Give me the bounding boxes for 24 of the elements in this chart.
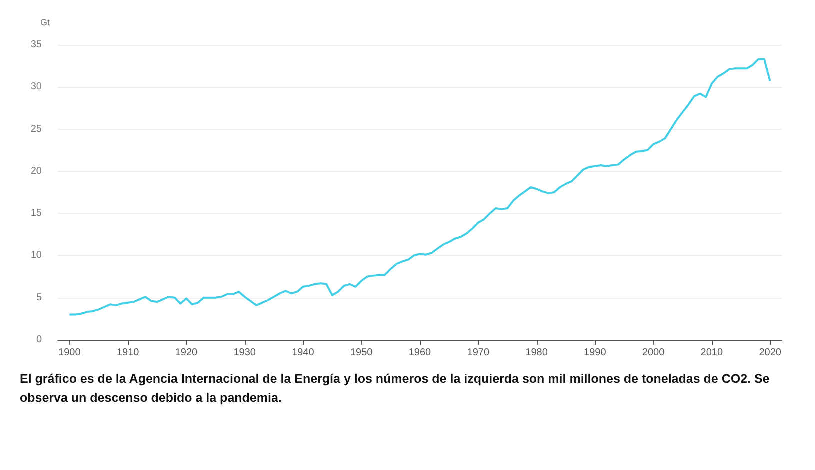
- y-tick-label: 0: [36, 334, 42, 346]
- line-series: [68, 58, 772, 316]
- x-tick-label: 1970: [467, 348, 490, 358]
- x-tick-label: 2020: [759, 348, 782, 358]
- x-tick-label: 1900: [58, 348, 82, 358]
- x-tick-label: 1920: [175, 348, 198, 358]
- y-tick-label: 5: [36, 292, 42, 304]
- x-tick-label: 1980: [526, 348, 548, 358]
- y-axis-title: Gt: [40, 18, 50, 28]
- x-tick-label: 1910: [116, 348, 140, 358]
- x-tick-label: 1930: [234, 348, 256, 358]
- y-tick-label: 10: [30, 250, 42, 262]
- y-tick-label: 35: [30, 40, 42, 50]
- x-tick-label: 1950: [350, 348, 374, 358]
- x-tick-label: 2010: [700, 348, 724, 358]
- x-tick-label: 1990: [584, 348, 607, 358]
- y-tick-label: 30: [30, 82, 42, 93]
- y-tick-label: 20: [30, 166, 42, 177]
- x-tick-label: 1960: [408, 348, 432, 358]
- x-tick-label: 1940: [292, 348, 315, 358]
- y-tick-label: 25: [30, 124, 42, 135]
- x-tick-label: 2000: [642, 348, 666, 358]
- text: El gráfico es de la Agencia Internacional de la Energía y los números de la izquierda son mil millones de toneladas de CO2. Se observa un descenso debido a la pandemia.: [20, 371, 771, 407]
- y-tick-label: 15: [30, 208, 42, 220]
